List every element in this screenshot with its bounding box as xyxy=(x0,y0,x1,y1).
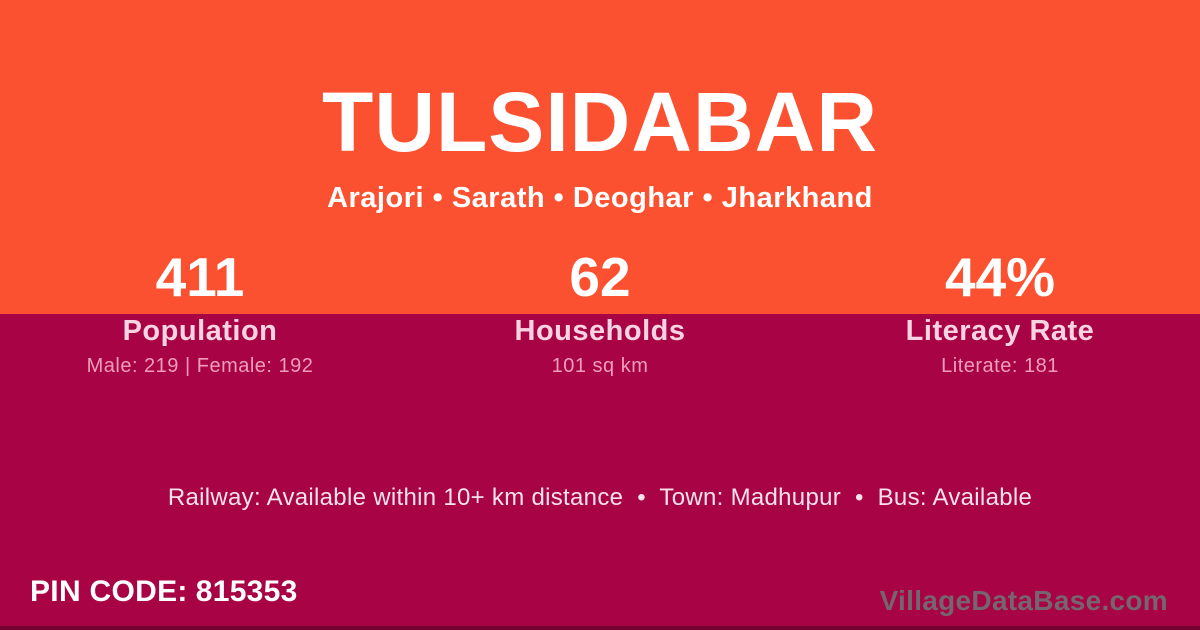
stat-population: 411 Population Male: 219 | Female: 192 xyxy=(0,250,400,378)
population-detail: Male: 219 | Female: 192 xyxy=(86,354,314,377)
households-value: 62 xyxy=(569,246,631,308)
top-section xyxy=(0,0,1200,314)
pin-code-value: 815353 xyxy=(195,575,298,608)
pin-code: PIN CODE: 815353 xyxy=(30,574,298,610)
literacy-detail: Literate: 181 xyxy=(941,354,1059,377)
village-title: TULSIDABAR xyxy=(322,75,878,169)
households-detail: 101 sq km xyxy=(551,354,649,377)
bottom-section xyxy=(0,314,1200,630)
bottom-edge-stripe xyxy=(0,626,1200,630)
watermark-brand: VillageDataBase.com xyxy=(879,585,1168,616)
population-label: Population xyxy=(122,315,278,347)
facilities-line: Railway: Available within 10+ km distanc… xyxy=(167,484,1033,511)
population-value: 411 xyxy=(155,246,245,308)
stats-row: 411 Population Male: 219 | Female: 192 6… xyxy=(0,250,1200,378)
pin-code-label: PIN CODE: xyxy=(30,575,188,608)
location-breadcrumb: Arajori • Sarath • Deoghar • Jharkhand xyxy=(327,182,873,214)
households-label: Households xyxy=(514,315,686,347)
literacy-label: Literacy Rate xyxy=(905,315,1095,347)
stat-households: 62 Households 101 sq km xyxy=(400,250,800,378)
literacy-value: 44% xyxy=(944,246,1056,308)
stat-literacy-rate: 44% Literacy Rate Literate: 181 xyxy=(800,250,1200,378)
